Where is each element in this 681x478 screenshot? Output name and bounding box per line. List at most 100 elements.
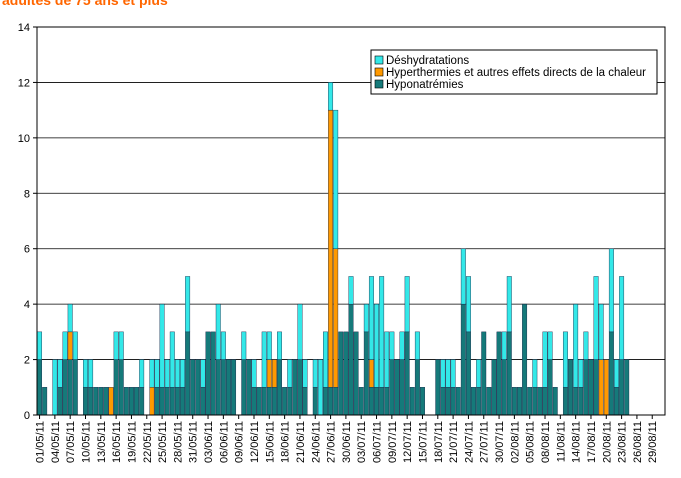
x-tick-label: 19/05/11 — [126, 421, 138, 463]
bar-segment — [271, 359, 277, 388]
legend-label: Hyperthermies et autres effets directs d… — [386, 67, 646, 79]
bar-segment — [312, 359, 318, 388]
bar-segment — [624, 359, 630, 416]
bar-segment — [608, 331, 614, 416]
bar-segment — [435, 359, 441, 416]
bar-segment — [266, 331, 272, 360]
bar-segment — [562, 387, 568, 416]
x-tick-label: 18/06/11 — [280, 421, 292, 463]
bar-segment — [185, 331, 191, 416]
bar-segment — [261, 387, 267, 416]
x-tick-label: 17/08/11 — [586, 421, 598, 463]
bar-segment — [220, 359, 226, 416]
bar-segment — [450, 387, 456, 416]
bar-segment — [384, 331, 390, 388]
x-tick-label: 24/07/11 — [463, 421, 475, 463]
x-tick-label: 27/06/11 — [326, 421, 338, 463]
bar-segment — [169, 387, 175, 416]
bar-segment — [149, 359, 155, 388]
bar-segment — [271, 387, 277, 416]
x-tick-label: 06/06/11 — [218, 421, 230, 463]
bar-segment — [517, 387, 522, 416]
y-tick-label: 0 — [24, 410, 30, 422]
bar-segment — [496, 331, 502, 416]
bar-segment — [471, 387, 476, 416]
bar-segment — [185, 276, 191, 333]
bar-segment — [578, 359, 584, 388]
bar-segment — [445, 359, 451, 388]
bar-segment — [328, 82, 334, 111]
bar-segment — [72, 359, 78, 416]
bar-segment — [200, 359, 206, 388]
bar-segment — [241, 359, 247, 416]
bar-segment — [348, 303, 354, 416]
x-tick-label: 27/07/11 — [479, 421, 491, 463]
bar-segment — [486, 387, 492, 416]
bar-segment — [404, 276, 410, 333]
bar-segment — [195, 359, 201, 416]
x-tick-label: 03/06/11 — [203, 421, 215, 463]
bar-segment — [547, 359, 553, 416]
bar-segment — [358, 387, 364, 416]
y-tick-label: 12 — [18, 77, 30, 89]
legend-label: Déshydratations — [386, 55, 469, 67]
legend-label: Hyponatrémies — [386, 79, 464, 91]
bar-segment — [83, 359, 88, 388]
bar-segment — [450, 359, 456, 388]
x-tick-label: 04/05/11 — [50, 421, 62, 463]
bar-segment — [404, 331, 410, 416]
bar-segment — [67, 331, 73, 360]
bar-segment — [323, 331, 328, 388]
bar-segment — [532, 387, 538, 416]
bar-segment — [297, 359, 303, 416]
bar-segment — [118, 359, 124, 416]
bar-segment — [614, 359, 619, 388]
bar-segment — [363, 303, 369, 333]
bar-segment — [164, 359, 170, 388]
bar-segment — [374, 303, 379, 388]
y-tick-label: 4 — [24, 299, 30, 311]
x-tick-label: 09/07/11 — [387, 421, 399, 463]
bar-segment — [440, 359, 446, 388]
bar-segment — [547, 331, 553, 360]
bar-segment — [389, 359, 395, 416]
bar-segment — [619, 359, 625, 416]
bar-segment — [88, 359, 94, 388]
bar-segment — [57, 359, 63, 388]
bar-segment — [164, 387, 170, 416]
bar-segment — [333, 387, 339, 416]
bar-segment — [542, 387, 548, 416]
bar-segment — [593, 359, 599, 416]
bar-segment — [220, 331, 226, 360]
bar-segment — [287, 387, 293, 416]
bar-segment — [159, 387, 165, 416]
x-tick-label: 15/07/11 — [417, 421, 429, 463]
x-tick-label: 09/06/11 — [234, 421, 246, 463]
bar-segment — [287, 359, 293, 388]
bar-segment — [363, 331, 369, 416]
bar-segment — [134, 387, 140, 416]
bar-segment — [139, 387, 145, 416]
x-tick-label: 11/08/11 — [555, 421, 567, 462]
bar-segment — [527, 387, 533, 416]
x-tick-label: 14/08/11 — [571, 421, 583, 463]
bar-segment — [37, 359, 43, 416]
bar-segment — [103, 387, 109, 416]
bar-segment — [154, 387, 160, 416]
bar-segment — [180, 387, 185, 416]
bar-segment — [83, 387, 88, 416]
x-tick-label: 30/06/11 — [341, 421, 353, 463]
bar-segment — [52, 359, 58, 416]
bar-segment — [583, 331, 589, 360]
bar-segment — [317, 359, 323, 416]
bar-segment — [226, 359, 231, 416]
bar-segment — [246, 359, 252, 416]
bar-segment — [174, 387, 180, 416]
bar-segment — [180, 359, 185, 388]
bar-segment — [399, 359, 405, 416]
x-tick-label: 13/05/11 — [96, 421, 108, 463]
bar-segment — [598, 359, 604, 416]
x-tick-label: 28/05/11 — [172, 421, 184, 463]
bar-segment — [532, 359, 538, 388]
bar-segment — [277, 331, 282, 360]
